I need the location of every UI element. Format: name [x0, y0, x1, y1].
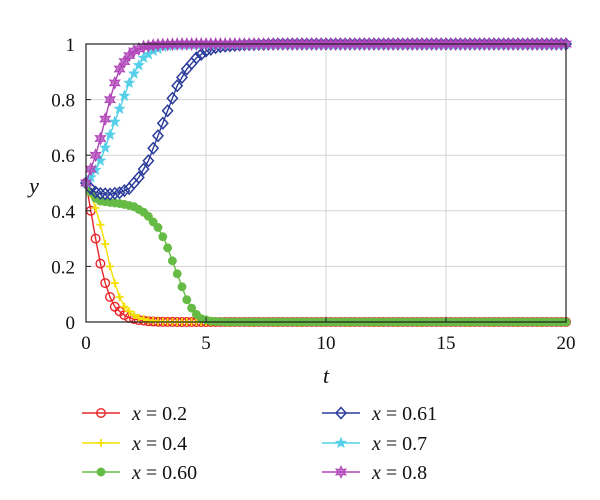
data-point — [195, 47, 208, 62]
data-point — [163, 243, 173, 253]
data-point — [103, 128, 117, 141]
data-point — [199, 44, 213, 58]
legend-label: x = 0.61 — [371, 403, 437, 425]
data-point — [103, 92, 117, 107]
data-point — [334, 436, 348, 449]
data-point — [125, 307, 134, 316]
data-point — [171, 79, 184, 93]
data-point — [95, 258, 106, 269]
y-axis-label: y — [27, 173, 39, 198]
legend-item: x = 0.60 — [82, 462, 197, 484]
y-tick-label: 0.6 — [51, 146, 75, 167]
data-point — [101, 240, 110, 249]
data-point — [98, 141, 112, 154]
x-tick-label: 5 — [201, 333, 211, 354]
data-point — [127, 67, 141, 79]
data-point — [89, 148, 102, 163]
data-point — [167, 256, 177, 266]
data-point — [153, 223, 163, 232]
x-tick-label: 20 — [557, 333, 576, 354]
x-tick-label: 10 — [317, 333, 336, 354]
data-point — [334, 406, 348, 420]
y-tick-label: 0 — [66, 313, 76, 334]
x-tick-label: 15 — [437, 333, 456, 354]
data-point — [175, 70, 189, 84]
data-point — [132, 170, 145, 185]
data-point — [106, 262, 114, 271]
legend-item: x = 0.4 — [82, 433, 187, 455]
x-tick-label: 0 — [81, 333, 91, 354]
legend-label: x = 0.60 — [131, 462, 197, 484]
data-point — [96, 467, 106, 477]
data-point — [95, 408, 106, 419]
legend-label: x = 0.8 — [371, 462, 427, 484]
data-point — [137, 162, 150, 176]
legend-label: x = 0.7 — [371, 433, 427, 455]
data-point — [190, 51, 203, 65]
data-point — [90, 233, 101, 244]
legend-item: x = 0.8 — [322, 462, 427, 484]
data-point — [142, 154, 155, 168]
axes: 0 5 10 15 20 0 0.2 0.4 0.6 0.8 1 — [51, 35, 575, 354]
legend-item: x = 0.2 — [82, 403, 187, 425]
data-point — [100, 278, 111, 289]
data-point — [161, 104, 174, 118]
data-point — [96, 220, 105, 229]
data-point — [166, 91, 179, 105]
data-point — [120, 302, 129, 311]
data-point — [110, 279, 119, 288]
data-point — [99, 112, 112, 127]
data-point — [118, 89, 131, 102]
data-point — [158, 232, 168, 242]
data-point — [132, 58, 146, 71]
data-point — [156, 116, 169, 130]
data-point — [172, 269, 182, 279]
data-point — [94, 186, 107, 201]
y-tick-label: 1 — [66, 35, 76, 56]
data-point — [118, 184, 131, 198]
data-point — [115, 292, 124, 301]
data-point — [97, 439, 105, 447]
data-point — [113, 186, 126, 200]
data-point — [104, 291, 115, 302]
data-point — [134, 313, 143, 322]
data-point — [122, 76, 136, 89]
y-tick-label: 0.8 — [51, 91, 75, 112]
data-point — [182, 295, 192, 305]
legend-item: x = 0.7 — [322, 433, 427, 455]
data-point — [334, 465, 348, 479]
data-point — [108, 186, 121, 201]
legend: x = 0.2 x = 0.4 x = 0.60 x = 0.61 x = 0.7 x =… — [82, 403, 437, 484]
data-point — [113, 102, 126, 115]
grid — [86, 44, 566, 322]
data-point — [130, 311, 138, 320]
y-tick-label: 0.2 — [51, 257, 75, 278]
data-point — [108, 75, 121, 90]
data-point — [147, 141, 160, 155]
data-point — [103, 187, 117, 201]
data-point — [177, 282, 187, 292]
data-point — [187, 303, 197, 313]
data-point — [94, 131, 107, 146]
data-point — [151, 129, 165, 143]
data-point — [91, 204, 100, 213]
legend-label: x = 0.2 — [131, 403, 187, 425]
data-point — [108, 115, 122, 128]
x-axis-label: t — [323, 363, 330, 388]
legend-item: x = 0.61 — [322, 403, 437, 425]
data-point — [99, 187, 112, 201]
legend-label: x = 0.4 — [131, 433, 187, 455]
y-tick-label: 0.4 — [51, 202, 75, 223]
